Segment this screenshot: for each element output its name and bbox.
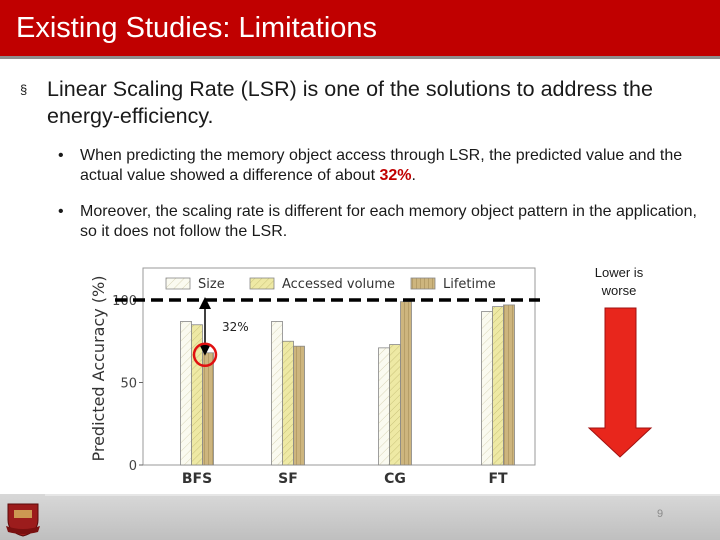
- sub-bullet-1-text: When predicting the memory object access…: [80, 147, 683, 184]
- sub-bullet-1-end: .: [411, 167, 416, 184]
- legend-label: Lifetime: [443, 277, 496, 292]
- bar: [378, 347, 390, 466]
- university-crest-icon: [6, 503, 40, 537]
- lower-is-worse-arrow-icon: [587, 307, 653, 458]
- footer-bar: [0, 494, 720, 540]
- x-tick-label: BFS: [182, 471, 212, 487]
- bar: [282, 340, 294, 466]
- bar: [293, 345, 305, 466]
- highlight-circle: [192, 342, 218, 368]
- bar: [389, 344, 401, 466]
- dot-bullet-icon: •: [58, 203, 64, 220]
- bar: [271, 321, 283, 466]
- sub-bullet-2-text: Moreover, the scaling rate is different …: [80, 203, 697, 240]
- main-bullet-text: Linear Scaling Rate (LSR) is one of the …: [47, 77, 653, 128]
- y-tick-label: 0: [129, 459, 137, 474]
- footer-divider: [45, 494, 720, 496]
- legend-swatch: [410, 277, 436, 290]
- slide-title: Existing Studies: Limitations: [16, 12, 378, 44]
- x-tick-label: FT: [488, 471, 508, 487]
- title-divider: [0, 56, 720, 59]
- legend-swatch: [165, 277, 191, 290]
- bar: [503, 304, 515, 466]
- bar: [202, 352, 214, 466]
- x-tick-label: SF: [278, 471, 298, 487]
- accuracy-bar-chart: 050100Predicted Accuracy (%)BFSSFCGFTSiz…: [89, 267, 653, 487]
- lower-is-worse-label: Lower is worse: [594, 265, 644, 298]
- bar: [400, 301, 412, 466]
- page-number: 9: [656, 508, 664, 520]
- dot-bullet-icon: •: [58, 147, 64, 164]
- y-axis-label: Predicted Accuracy (%): [89, 275, 108, 461]
- legend-swatch: [249, 277, 275, 290]
- difference-annotation: 32%: [222, 320, 249, 334]
- legend-label: Accessed volume: [282, 277, 395, 292]
- legend-label: Size: [198, 277, 225, 292]
- difference-highlight: 32%: [379, 167, 412, 184]
- y-tick-label: 50: [120, 377, 137, 392]
- title-bar: [0, 0, 720, 56]
- x-tick-label: CG: [384, 471, 406, 487]
- square-bullet-icon: §: [20, 82, 28, 97]
- bar: [180, 321, 192, 466]
- bar: [492, 306, 504, 466]
- bar: [481, 311, 493, 466]
